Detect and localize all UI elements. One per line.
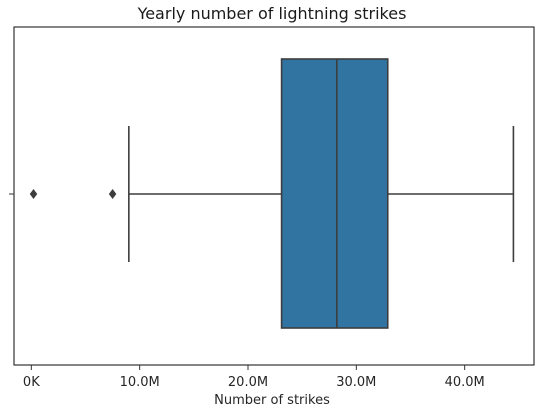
x-tick-label: 20.0M (228, 375, 268, 390)
outlier-marker (30, 189, 38, 199)
outliers (30, 189, 117, 199)
plot-area-frame (14, 27, 534, 365)
chart-title: Yearly number of lightning strikes (137, 4, 407, 23)
outlier-marker (109, 189, 117, 199)
x-tick-label: 0K (23, 375, 40, 390)
x-tick-label: 40.0M (445, 375, 485, 390)
box-element (129, 59, 514, 328)
x-tick-label: 30.0M (336, 375, 376, 390)
x-tick-label: 10.0M (120, 375, 160, 390)
x-axis-ticks: 0K 10.0M 20.0M 30.0M 40.0M (23, 365, 485, 390)
interquartile-box (282, 59, 388, 328)
x-axis-label: Number of strikes (214, 393, 330, 408)
